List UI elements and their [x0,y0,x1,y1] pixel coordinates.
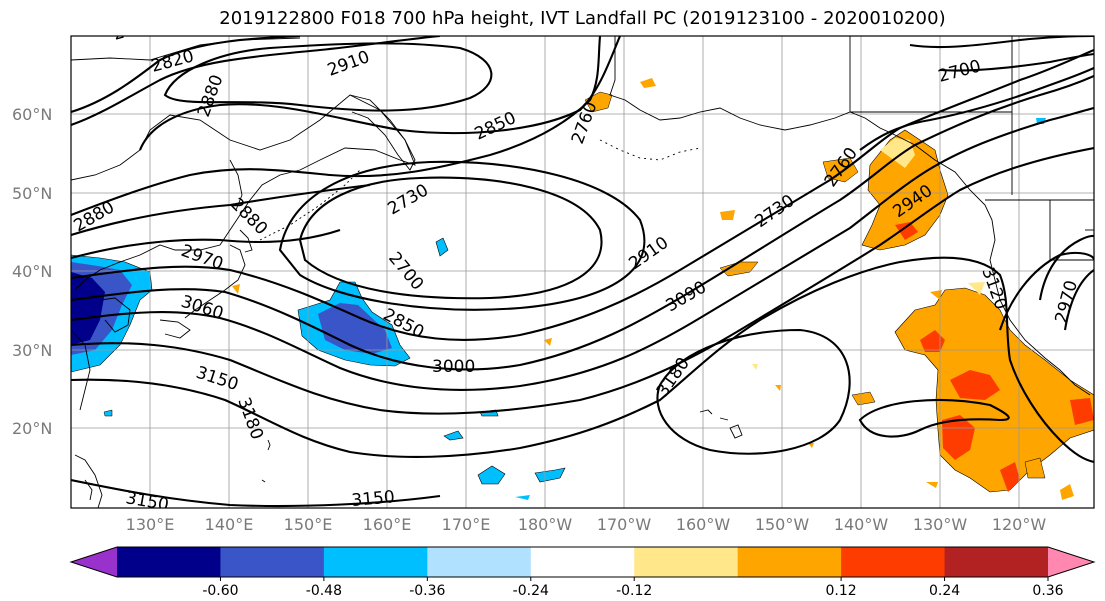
positive-ivt-shading [232,78,1094,500]
lon-label: 170°E [442,515,491,534]
colorbar-segment [841,547,946,577]
colorbar-segment [220,547,325,577]
lon-label: 120°W [992,515,1047,534]
colorbar-tick-label: -0.12 [616,583,652,599]
longitude-labels: 130°E 140°E 150°E 160°E 170°E 180°W 170°… [126,515,1047,534]
lon-label: 150°W [755,515,810,534]
colorbar-segment [323,547,428,577]
contour-label: 3000 [432,357,475,377]
colorbar-tick-label: -0.48 [306,583,342,599]
colorbar-tick-label: -0.24 [513,583,549,599]
colorbar [69,546,1096,578]
negative-ivt-shading [71,118,1046,500]
colorbar-tick-label: -0.60 [202,583,238,599]
colorbar-extend-low [71,547,117,577]
colorbar-tick-label: -0.36 [409,583,445,599]
lat-label: 60°N [12,105,52,124]
lon-label: 130°W [913,515,968,534]
colorbar-segment [944,547,1049,577]
map-frame [70,35,1095,509]
lon-label: 130°E [126,515,175,534]
colorbar-segment [634,547,739,577]
lon-label: 180°W [518,515,573,534]
colorbar-outline [69,546,1096,578]
lon-label: 160°E [363,515,412,534]
lat-label: 30°N [12,341,52,360]
lon-label: 140°W [834,515,889,534]
lat-label: 50°N [12,184,52,203]
lon-label: 160°W [676,515,731,534]
map-title: 2019122800 F018 700 hPa height, IVT Land… [219,8,946,29]
colorbar-segment [427,547,532,577]
graticule [71,36,1094,508]
lon-label: 170°W [597,515,652,534]
colorbar-tick-label: 0.36 [1032,583,1063,599]
contour-label: 3150 [124,488,170,515]
lat-label: 40°N [12,262,52,281]
lat-label: 20°N [12,419,52,438]
colorbar-segment [737,547,842,577]
colorbar-segment [117,547,221,577]
lon-label: 140°E [205,515,254,534]
colorbar-segment [530,547,635,577]
contour-label: 3150 [351,487,396,511]
colorbar-tick-labels: -0.60-0.48-0.36-0.24-0.120.120.240.360.4… [202,577,1064,599]
colorbar-tick-label: 0.24 [929,583,960,599]
colorbar-extend-high [1048,547,1094,577]
lon-label: 150°E [284,515,333,534]
colorbar-tick-label: 0.12 [826,583,857,599]
latitude-labels: 60°N 50°N 40°N 30°N 20°N [12,105,52,438]
